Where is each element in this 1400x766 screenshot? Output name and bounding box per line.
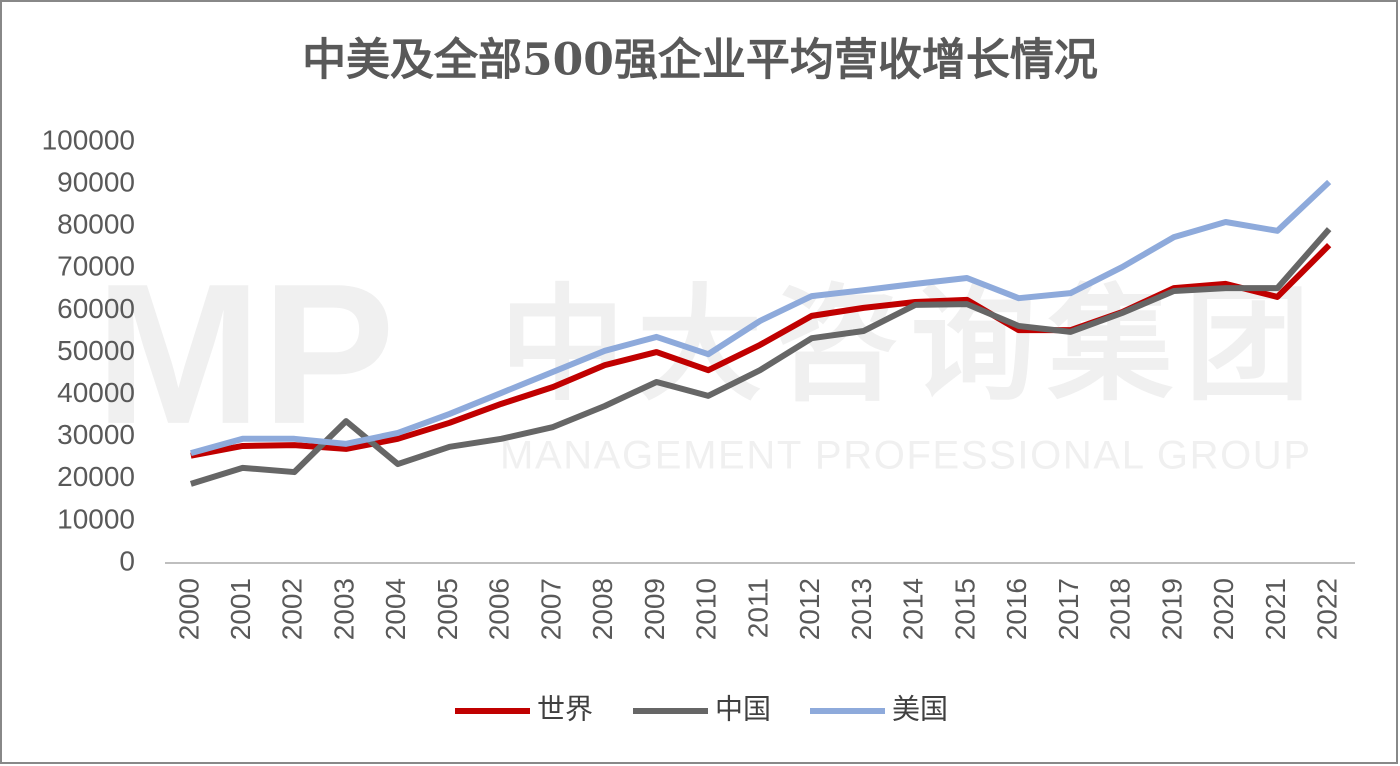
watermark-logo: MP xyxy=(95,243,395,466)
x-tick-label: 2003 xyxy=(328,578,359,640)
y-tick-label: 30000 xyxy=(57,419,135,450)
y-tick-label: 0 xyxy=(119,545,135,576)
x-tick-label: 2021 xyxy=(1260,578,1291,640)
x-tick-label: 2010 xyxy=(691,578,722,640)
x-tick-label: 2015 xyxy=(949,578,980,640)
legend-label: 中国 xyxy=(715,693,771,726)
y-tick-label: 50000 xyxy=(57,335,135,366)
y-tick-label: 10000 xyxy=(57,503,135,534)
x-tick-label: 2013 xyxy=(846,578,877,640)
x-tick-label: 2017 xyxy=(1053,578,1084,640)
watermark: MP 中大咨询集团 MANAGEMENT PROFESSIONAL GROUP xyxy=(95,243,1310,478)
x-tick-label: 2019 xyxy=(1156,578,1187,640)
x-tick-label: 2008 xyxy=(587,578,618,640)
x-tick-label: 2001 xyxy=(225,578,256,640)
x-tick-label: 2014 xyxy=(898,578,929,640)
chart-title: 中美及全部500强企业平均营收增长情况 xyxy=(302,35,1098,86)
y-tick-label: 100000 xyxy=(42,124,135,155)
x-tick-label: 2012 xyxy=(794,578,825,640)
y-tick-label: 60000 xyxy=(57,293,135,324)
x-tick-label: 2004 xyxy=(380,578,411,640)
x-tick-label: 2022 xyxy=(1312,578,1343,640)
y-tick-label: 20000 xyxy=(57,461,135,492)
series-line xyxy=(190,179,1332,457)
x-tick-label: 2016 xyxy=(1001,578,1032,640)
x-tick-label: 2018 xyxy=(1105,578,1136,640)
x-tick-label: 2000 xyxy=(173,578,204,640)
legend-label: 世界 xyxy=(537,693,593,726)
series-line xyxy=(189,227,1332,487)
x-tick-label: 2011 xyxy=(742,578,773,638)
x-tick-label: 2006 xyxy=(484,578,515,640)
y-tick-label: 40000 xyxy=(57,377,135,408)
x-tick-label: 2002 xyxy=(277,578,308,640)
y-tick-label: 90000 xyxy=(57,166,135,197)
legend-label: 美国 xyxy=(892,693,948,726)
y-tick-label: 70000 xyxy=(57,251,135,282)
x-tick-label: 2005 xyxy=(432,578,463,640)
x-tick-label: 2007 xyxy=(535,578,566,640)
x-tick-label: 2009 xyxy=(639,578,670,640)
x-tick-label: 2020 xyxy=(1208,578,1239,640)
y-tick-label: 80000 xyxy=(57,209,135,240)
